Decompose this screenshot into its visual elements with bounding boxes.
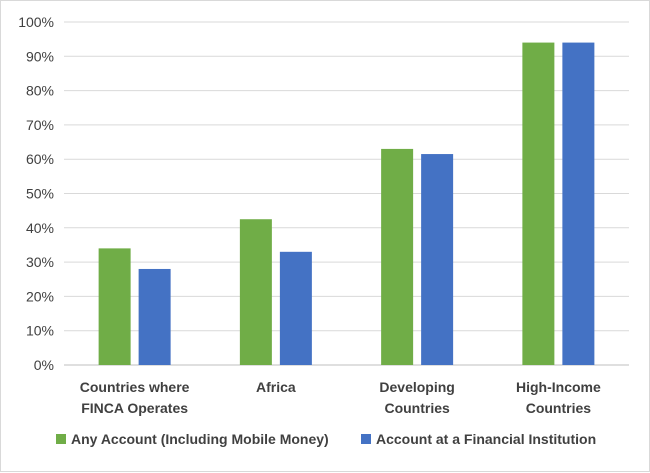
legend-label: Any Account (Including Mobile Money): [71, 431, 329, 447]
x-category-label: Countries where: [80, 379, 190, 395]
legend-label: Account at a Financial Institution: [376, 431, 596, 447]
x-category-label: Africa: [256, 379, 296, 395]
y-tick-label: 50%: [26, 186, 54, 202]
y-tick-label: 90%: [26, 48, 54, 64]
y-tick-label: 0%: [34, 357, 54, 373]
x-axis-categories: Countries where FINCA Operates Africa Devel…: [80, 379, 601, 416]
y-tick-label: 80%: [26, 83, 54, 99]
x-category-label: Developing: [379, 379, 454, 395]
bar-financial-institution: [279, 251, 312, 365]
y-tick-label: 30%: [26, 254, 54, 270]
bars: [98, 42, 595, 365]
y-tick-label: 60%: [26, 151, 54, 167]
bar-any-account: [98, 248, 131, 365]
y-tick-label: 20%: [26, 288, 54, 304]
x-category-label: Countries: [526, 400, 592, 416]
legend: Any Account (Including Mobile Money) Acco…: [56, 431, 596, 447]
x-category-label: FINCA Operates: [81, 400, 188, 416]
bar-any-account: [381, 148, 414, 365]
y-tick-label: 10%: [26, 323, 54, 339]
bar-financial-institution: [421, 154, 454, 365]
bar-financial-institution: [562, 42, 595, 365]
legend-swatch: [56, 434, 66, 444]
bar-any-account: [522, 42, 555, 365]
y-tick-label: 40%: [26, 220, 54, 236]
y-tick-label: 70%: [26, 117, 54, 133]
bar-any-account: [239, 219, 272, 365]
y-tick-label: 100%: [18, 14, 54, 30]
x-category-label: High-Income: [516, 379, 601, 395]
x-category-label: Countries: [384, 400, 450, 416]
legend-swatch: [361, 434, 371, 444]
y-axis-ticks: 0% 10% 20% 30% 40% 50% 60% 70% 80% 90% 100%: [18, 14, 54, 373]
bar-financial-institution: [138, 268, 171, 365]
